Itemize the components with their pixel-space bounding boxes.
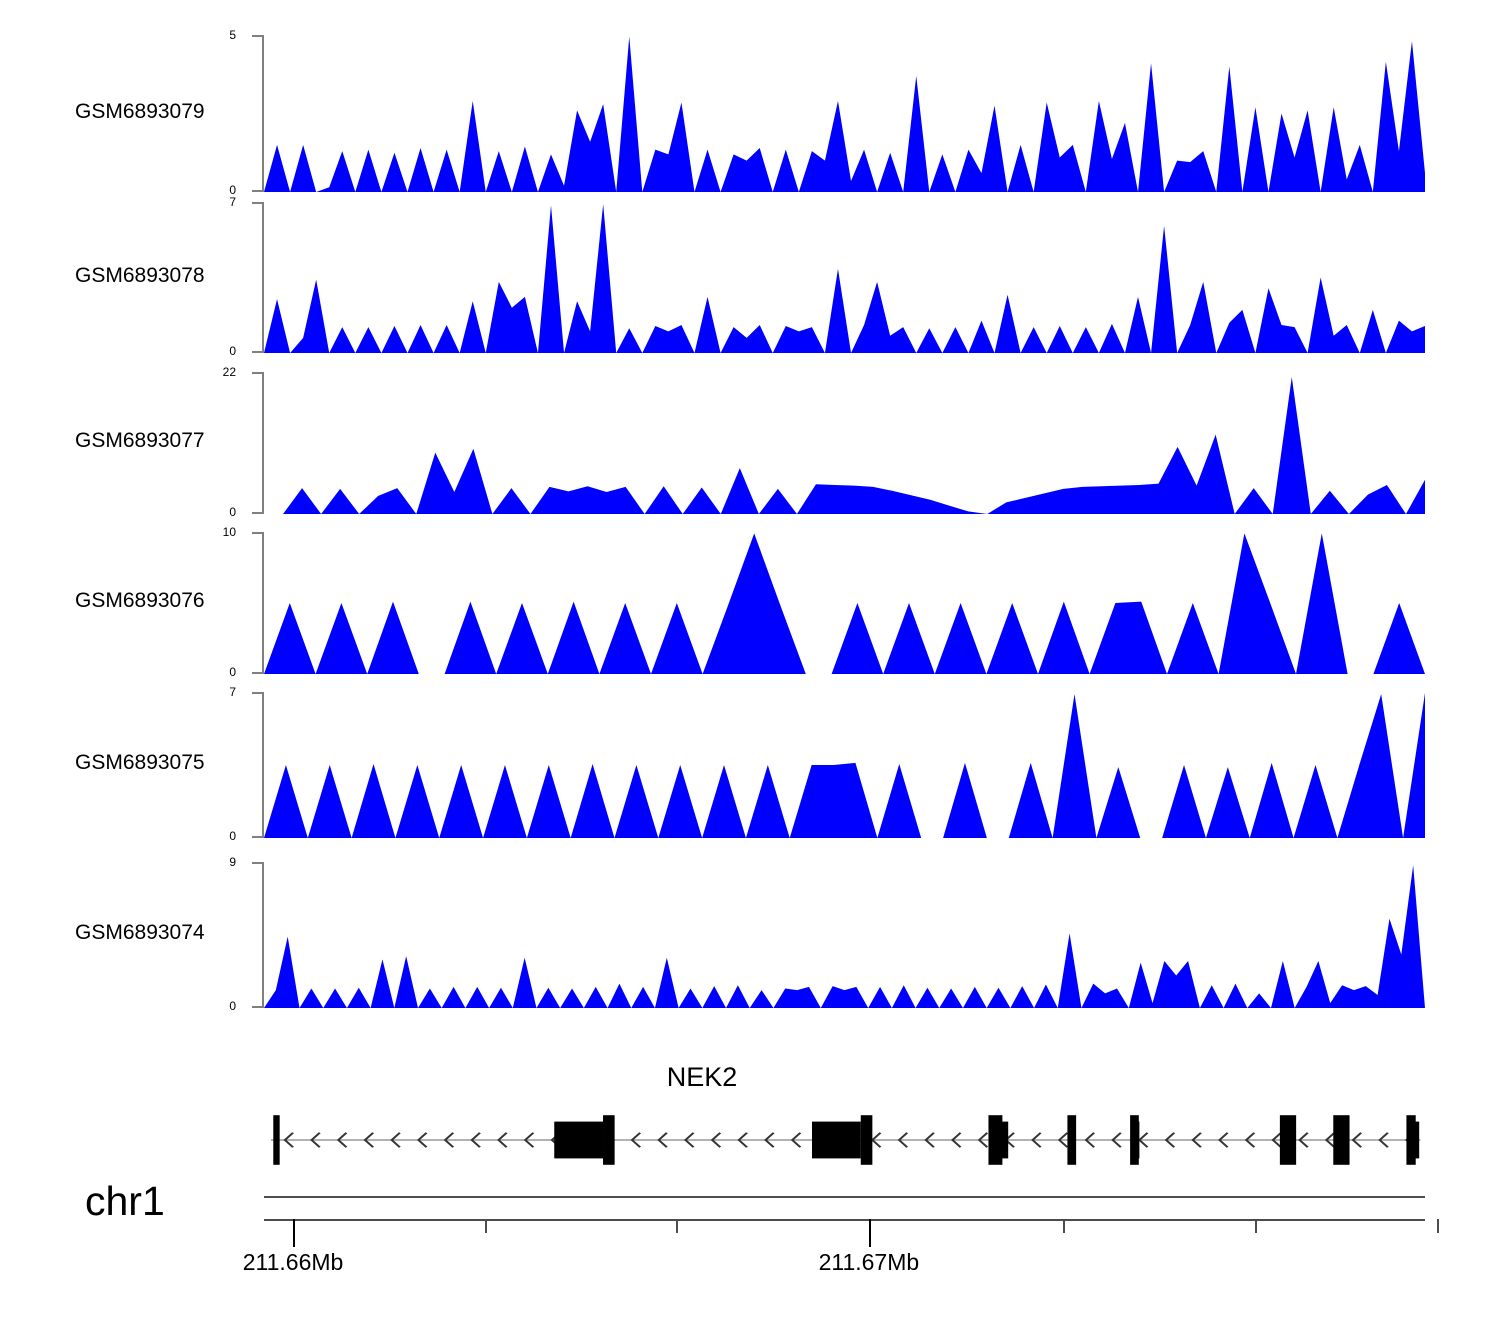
- coverage-track[interactable]: GSM6893074 9 0: [0, 856, 1500, 1012]
- y-axis-max-value: 5: [229, 28, 236, 42]
- gene-model-track[interactable]: [264, 1100, 1425, 1180]
- track-sample-label: GSM6893076: [75, 589, 205, 612]
- coverage-area: [264, 532, 1425, 674]
- coverage-area: [264, 35, 1425, 192]
- y-axis-max-value: 10: [222, 525, 236, 539]
- ruler-major-tick: [868, 1219, 871, 1247]
- coverage-area: [264, 372, 1425, 514]
- y-axis-min-value: 0: [229, 344, 236, 358]
- y-axis-line: [262, 372, 264, 514]
- y-axis-min-value: 0: [229, 183, 236, 197]
- y-axis-max-value: 7: [229, 195, 236, 209]
- y-axis-line: [262, 692, 264, 838]
- y-axis-min-value: 0: [229, 829, 236, 843]
- coverage-track[interactable]: GSM6893079 5 0: [0, 29, 1500, 196]
- ruler-minor-tick: [1062, 1219, 1065, 1233]
- y-axis-tick-min: [252, 512, 264, 514]
- ruler-major-tick: [293, 1219, 296, 1247]
- y-axis-tick-max: [252, 35, 264, 37]
- coverage-track[interactable]: GSM6893075 7 0: [0, 686, 1500, 842]
- ruler-minor-tick: [676, 1219, 679, 1233]
- y-axis-max-value: 22: [222, 365, 236, 379]
- track-sample-label: GSM6893074: [75, 921, 205, 944]
- y-axis-min-value: 0: [229, 999, 236, 1013]
- coverage-track[interactable]: GSM6893078 7 0: [0, 196, 1500, 357]
- ruler-tick-label: 211.67Mb: [818, 1249, 920, 1275]
- y-axis-tick-min: [252, 351, 264, 353]
- y-axis-line: [262, 532, 264, 674]
- track-sample-label: GSM6893077: [75, 429, 205, 452]
- y-axis-tick-min: [252, 836, 264, 838]
- y-axis-tick-max: [252, 202, 264, 204]
- ideogram-line: [264, 1196, 1425, 1198]
- y-axis-max-value: 7: [229, 685, 236, 699]
- y-axis-line: [262, 202, 264, 353]
- track-sample-label: GSM6893078: [75, 263, 205, 287]
- y-axis-tick-max: [252, 862, 264, 864]
- ruler-minor-tick: [1255, 1219, 1258, 1233]
- gene-label-text: NEK2: [666, 1062, 738, 1092]
- y-axis-min-value: 0: [229, 665, 236, 679]
- y-axis: 10 0: [223, 526, 264, 678]
- track-sample-label: GSM6893075: [75, 751, 205, 774]
- y-axis-tick-min: [252, 190, 264, 192]
- y-axis-tick-min: [252, 1006, 264, 1008]
- y-axis-max-value: 9: [229, 855, 236, 869]
- y-axis-line: [262, 35, 264, 192]
- ruler-minor-tick: [484, 1219, 487, 1233]
- y-axis-min-value: 0: [229, 505, 236, 519]
- coverage-area: [264, 202, 1425, 353]
- coverage-area: [264, 862, 1425, 1008]
- y-axis-line: [262, 862, 264, 1008]
- coverage-track[interactable]: GSM6893076 10 0: [0, 526, 1500, 678]
- ruler-tick-label: 211.66Mb: [242, 1249, 344, 1275]
- gene-label: NEK2: [0, 1062, 1500, 1093]
- y-axis-tick-min: [252, 672, 264, 674]
- chromosome-label: chr1: [85, 1178, 165, 1224]
- track-sample-label: GSM6893079: [75, 99, 205, 123]
- ruler-minor-tick: [1436, 1219, 1439, 1233]
- y-axis: 22 0: [223, 366, 264, 518]
- coverage-track[interactable]: GSM6893077 22 0: [0, 366, 1500, 518]
- y-axis-tick-max: [252, 692, 264, 694]
- coverage-area: [264, 692, 1425, 838]
- ruler-baseline: [264, 1219, 1425, 1221]
- y-axis-tick-max: [252, 532, 264, 534]
- y-axis-tick-max: [252, 372, 264, 374]
- coordinate-ruler[interactable]: 211.66Mb 211.67Mb: [243, 1219, 1439, 1279]
